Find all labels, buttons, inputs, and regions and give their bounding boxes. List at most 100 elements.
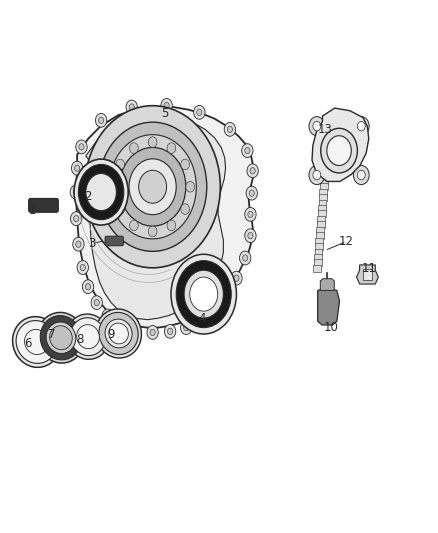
Polygon shape bbox=[357, 265, 378, 284]
FancyBboxPatch shape bbox=[315, 243, 323, 250]
Circle shape bbox=[95, 114, 107, 127]
Circle shape bbox=[353, 165, 369, 184]
Ellipse shape bbox=[99, 122, 207, 252]
FancyBboxPatch shape bbox=[316, 227, 324, 234]
Ellipse shape bbox=[129, 159, 176, 215]
Circle shape bbox=[195, 314, 206, 328]
Circle shape bbox=[77, 261, 88, 274]
Circle shape bbox=[186, 181, 194, 192]
Circle shape bbox=[250, 167, 255, 174]
Text: 4: 4 bbox=[199, 312, 206, 325]
Circle shape bbox=[74, 215, 79, 222]
Ellipse shape bbox=[109, 135, 196, 239]
Circle shape bbox=[223, 291, 228, 297]
Circle shape bbox=[74, 165, 80, 171]
Ellipse shape bbox=[37, 312, 85, 363]
Circle shape bbox=[78, 165, 124, 220]
Circle shape bbox=[197, 109, 202, 116]
Ellipse shape bbox=[139, 170, 166, 203]
Circle shape bbox=[130, 324, 141, 337]
Circle shape bbox=[243, 255, 248, 261]
Circle shape bbox=[86, 173, 117, 211]
Circle shape bbox=[130, 220, 138, 231]
Circle shape bbox=[313, 122, 321, 131]
Text: 5: 5 bbox=[161, 107, 168, 120]
Polygon shape bbox=[320, 279, 334, 290]
Circle shape bbox=[208, 302, 219, 316]
Circle shape bbox=[357, 122, 365, 131]
Circle shape bbox=[79, 144, 84, 150]
Ellipse shape bbox=[67, 314, 110, 359]
Circle shape bbox=[73, 189, 78, 195]
Circle shape bbox=[116, 159, 124, 169]
Text: 11: 11 bbox=[361, 262, 376, 274]
Circle shape bbox=[71, 161, 83, 175]
Circle shape bbox=[148, 226, 157, 237]
Circle shape bbox=[246, 186, 258, 200]
Polygon shape bbox=[318, 288, 339, 325]
FancyBboxPatch shape bbox=[317, 221, 325, 228]
Ellipse shape bbox=[13, 317, 60, 367]
Circle shape bbox=[245, 229, 256, 243]
Circle shape bbox=[161, 99, 172, 112]
Circle shape bbox=[148, 137, 157, 148]
Text: 7: 7 bbox=[49, 327, 56, 341]
Circle shape bbox=[224, 123, 236, 136]
Circle shape bbox=[150, 329, 155, 336]
Ellipse shape bbox=[77, 325, 99, 349]
FancyBboxPatch shape bbox=[105, 236, 124, 246]
Circle shape bbox=[248, 211, 253, 217]
Circle shape bbox=[247, 164, 258, 177]
Ellipse shape bbox=[70, 318, 106, 356]
Circle shape bbox=[114, 318, 125, 332]
Circle shape bbox=[249, 190, 254, 196]
Circle shape bbox=[167, 220, 176, 231]
Circle shape bbox=[194, 106, 205, 119]
FancyBboxPatch shape bbox=[28, 198, 58, 212]
Circle shape bbox=[133, 327, 138, 334]
FancyBboxPatch shape bbox=[320, 183, 328, 190]
FancyBboxPatch shape bbox=[318, 205, 326, 212]
Text: 2: 2 bbox=[84, 190, 92, 203]
Circle shape bbox=[198, 318, 203, 324]
Circle shape bbox=[70, 185, 81, 199]
Circle shape bbox=[80, 264, 85, 271]
Polygon shape bbox=[76, 107, 253, 328]
Polygon shape bbox=[86, 117, 226, 320]
Circle shape bbox=[167, 328, 173, 335]
Text: 12: 12 bbox=[339, 235, 354, 248]
Circle shape bbox=[73, 237, 84, 251]
Circle shape bbox=[309, 165, 325, 184]
Circle shape bbox=[76, 140, 87, 154]
Circle shape bbox=[190, 277, 218, 311]
Ellipse shape bbox=[46, 322, 76, 353]
Circle shape bbox=[71, 212, 82, 225]
Circle shape bbox=[234, 275, 239, 281]
Circle shape bbox=[245, 207, 256, 221]
Circle shape bbox=[357, 170, 365, 180]
Circle shape bbox=[248, 232, 253, 239]
Circle shape bbox=[126, 100, 138, 114]
Ellipse shape bbox=[25, 329, 49, 354]
FancyBboxPatch shape bbox=[317, 216, 325, 223]
Text: 13: 13 bbox=[317, 123, 332, 136]
Ellipse shape bbox=[85, 106, 220, 268]
Circle shape bbox=[171, 254, 237, 334]
FancyBboxPatch shape bbox=[318, 211, 325, 217]
FancyBboxPatch shape bbox=[316, 232, 324, 239]
Ellipse shape bbox=[16, 321, 57, 364]
Circle shape bbox=[116, 204, 124, 214]
Circle shape bbox=[117, 322, 122, 328]
Circle shape bbox=[176, 261, 231, 328]
Ellipse shape bbox=[120, 148, 186, 226]
Circle shape bbox=[327, 136, 351, 165]
Text: 6: 6 bbox=[24, 337, 32, 350]
Circle shape bbox=[99, 117, 104, 124]
Circle shape bbox=[82, 280, 94, 294]
Circle shape bbox=[105, 313, 110, 319]
Circle shape bbox=[129, 104, 134, 110]
Circle shape bbox=[245, 148, 250, 154]
Circle shape bbox=[227, 126, 233, 133]
Circle shape bbox=[181, 204, 190, 214]
FancyBboxPatch shape bbox=[314, 260, 321, 266]
